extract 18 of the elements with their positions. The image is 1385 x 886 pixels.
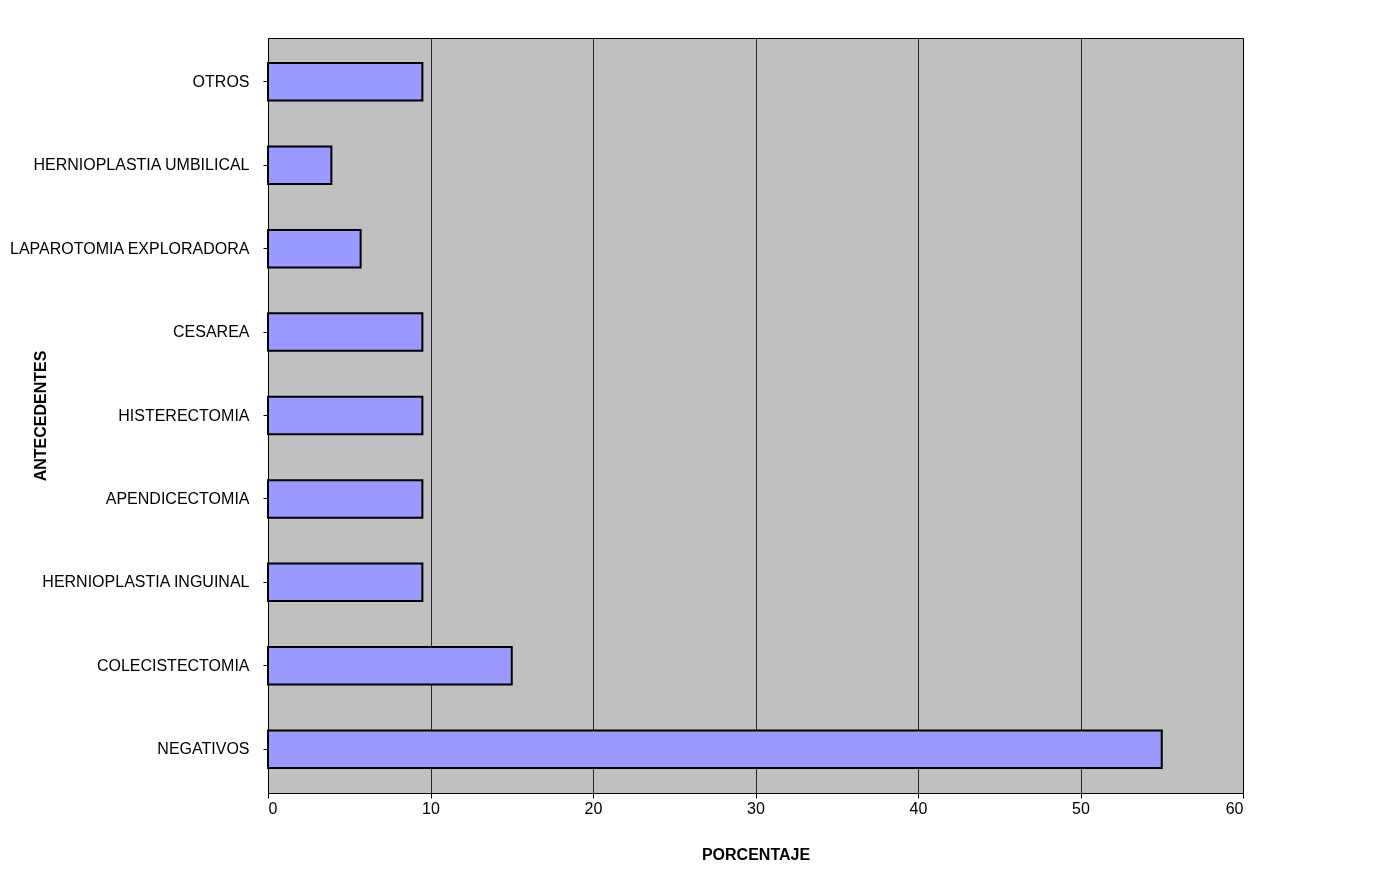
y-tick-label: HERNIOPLASTIA INGUINAL (42, 573, 250, 591)
y-tick-label: APENDICECTOMIA (105, 489, 250, 507)
y-axis-title: ANTECEDENTES (31, 350, 49, 482)
x-tick-label: 60 (1225, 799, 1244, 817)
y-tick-label: COLECISTECTOMIA (96, 656, 250, 674)
y-tick-label: NEGATIVOS (157, 740, 250, 758)
y-tick-label: HERNIOPLASTIA UMBILICAL (33, 156, 250, 174)
y-tick-label: LAPAROTOMIA EXPLORADORA (10, 239, 250, 257)
y-tick-label: HISTERECTOMIA (118, 406, 250, 424)
x-tick-label: 30 (747, 799, 765, 817)
x-tick-label: 10 (422, 799, 440, 817)
x-tick-label: 20 (584, 799, 603, 817)
x-tick-label: 50 (1072, 799, 1090, 817)
y-tick-label: CESAREA (173, 323, 250, 341)
x-tick-label: 40 (909, 799, 928, 817)
y-tick-label: OTROS (192, 72, 250, 90)
x-axis-title: PORCENTAJE (701, 845, 811, 863)
x-tick-label: 0 (268, 799, 278, 817)
